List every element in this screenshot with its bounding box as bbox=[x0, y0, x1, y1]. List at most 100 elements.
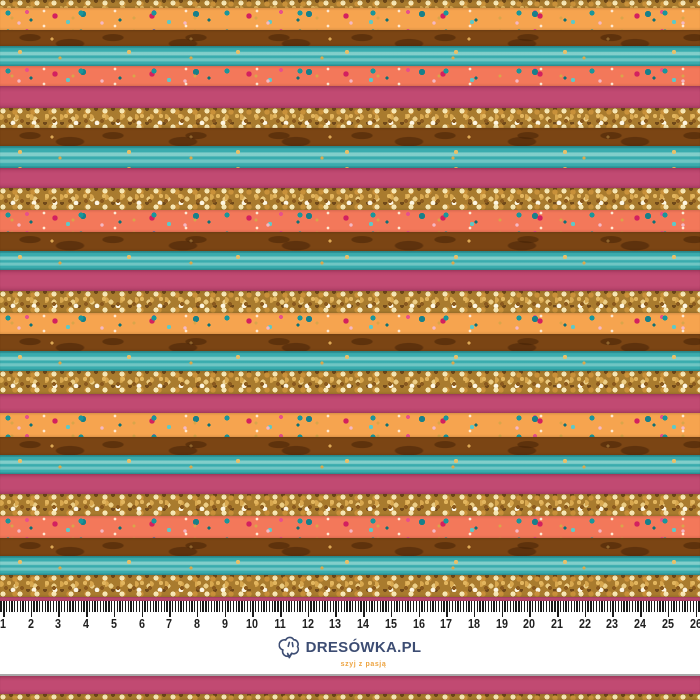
ruler-tick bbox=[374, 601, 376, 612]
ruler-tick bbox=[97, 601, 99, 612]
ruler-number: 25 bbox=[661, 617, 674, 631]
ruler-tick bbox=[562, 601, 564, 612]
ruler-tick bbox=[282, 601, 285, 612]
ruler-tick bbox=[94, 601, 96, 612]
ruler-tick bbox=[421, 601, 423, 612]
ruler-tick bbox=[213, 601, 215, 612]
stripe-teal bbox=[0, 351, 700, 371]
stripe-magenta bbox=[0, 270, 700, 291]
ruler-tick bbox=[390, 601, 393, 617]
ruler-tick bbox=[642, 601, 645, 612]
ruler-tick bbox=[174, 601, 177, 612]
ruler-tick bbox=[58, 601, 60, 617]
ruler-tick bbox=[412, 601, 415, 612]
ruler-tick bbox=[241, 601, 243, 612]
ruler-tick bbox=[268, 601, 271, 612]
ruler-tick bbox=[335, 601, 337, 617]
ruler-tick bbox=[243, 601, 246, 612]
ruler-tick bbox=[448, 601, 451, 612]
ruler-tick bbox=[227, 601, 229, 612]
ruler-tick bbox=[66, 601, 68, 612]
ruler-tick bbox=[490, 601, 492, 612]
stripe-glitter bbox=[0, 291, 700, 313]
ruler-tick bbox=[487, 601, 490, 612]
ruler-tick bbox=[108, 601, 110, 612]
ruler-tick bbox=[88, 601, 91, 612]
ruler-tick bbox=[105, 601, 107, 612]
ruler-tick bbox=[299, 601, 301, 612]
ruler-tick bbox=[554, 601, 556, 612]
ruler-tick bbox=[196, 601, 199, 617]
ruler-tick bbox=[293, 601, 296, 612]
ruler-tick bbox=[113, 601, 116, 617]
stripe-teal bbox=[0, 46, 700, 66]
ruler-tick bbox=[529, 601, 531, 617]
ruler-number: 16 bbox=[412, 617, 425, 631]
stripe-brown bbox=[0, 128, 700, 146]
ruler-tick bbox=[340, 601, 343, 612]
ruler-tick bbox=[606, 601, 609, 612]
ruler-tick bbox=[99, 601, 102, 612]
ruler-number: 12 bbox=[301, 617, 314, 631]
ruler-tick bbox=[698, 601, 700, 612]
ruler-tick bbox=[388, 601, 390, 612]
ruler-tick bbox=[44, 601, 46, 612]
ruler-tick bbox=[277, 601, 279, 612]
ruler-tick bbox=[22, 601, 24, 612]
ruler-tick bbox=[540, 601, 542, 612]
ruler-tick bbox=[404, 601, 406, 612]
ruler-tick bbox=[47, 601, 49, 612]
ruler-tick bbox=[595, 601, 598, 612]
ruler-tick bbox=[266, 601, 268, 612]
ruler-tick bbox=[584, 601, 587, 617]
ruler-tick bbox=[360, 601, 362, 612]
stripe-brown bbox=[0, 538, 700, 556]
ruler-tick bbox=[260, 601, 262, 612]
ruler-tick bbox=[205, 601, 207, 612]
ruler-tick bbox=[291, 601, 293, 612]
ruler-ticks bbox=[0, 601, 700, 618]
ruler-tick bbox=[496, 601, 498, 612]
ruler-tick bbox=[656, 601, 659, 612]
ruler-tick bbox=[629, 601, 631, 612]
ruler-tick bbox=[410, 601, 412, 612]
ruler-tick bbox=[39, 601, 41, 612]
ruler-tick bbox=[5, 601, 8, 612]
ruler-tick bbox=[230, 601, 232, 612]
ruler-tick bbox=[379, 601, 382, 612]
brand-name: DRESÓWKA.PL bbox=[305, 638, 422, 656]
ruler-tick bbox=[324, 601, 326, 612]
ruler-tick bbox=[615, 601, 617, 612]
stripe-magenta bbox=[0, 597, 700, 601]
ruler-tick bbox=[111, 601, 113, 612]
ruler-tick bbox=[623, 601, 625, 612]
ruler-tick bbox=[16, 601, 19, 612]
ruler-tick bbox=[673, 601, 675, 612]
ruler-number: 1 bbox=[0, 617, 6, 631]
ruler-tick bbox=[484, 601, 487, 612]
ruler-tick bbox=[124, 601, 127, 612]
ruler-tick bbox=[296, 601, 298, 612]
ruler-tick bbox=[130, 601, 132, 612]
ruler-tick bbox=[72, 601, 74, 612]
ruler-number: 8 bbox=[193, 617, 200, 631]
fabric-pattern-preview bbox=[0, 0, 700, 601]
ruler-tick bbox=[637, 601, 639, 612]
stripe-magenta bbox=[0, 676, 700, 694]
ruler-number: 2 bbox=[27, 617, 34, 631]
ruler-number: 19 bbox=[495, 617, 508, 631]
ruler-tick bbox=[504, 601, 506, 612]
ruler-tick bbox=[523, 601, 526, 612]
ruler-tick bbox=[498, 601, 501, 612]
ruler-tick bbox=[545, 601, 548, 612]
ruler-tick bbox=[238, 601, 240, 612]
ruler-tick bbox=[371, 601, 373, 612]
ruler-tick bbox=[257, 601, 260, 612]
ruler-tick bbox=[473, 601, 476, 617]
ruler-tick bbox=[318, 601, 321, 612]
ruler-number: 17 bbox=[440, 617, 453, 631]
ruler-tick bbox=[471, 601, 473, 612]
ruler-tick bbox=[221, 601, 224, 612]
ruler-number: 23 bbox=[606, 617, 619, 631]
ruler-tick bbox=[91, 601, 93, 612]
